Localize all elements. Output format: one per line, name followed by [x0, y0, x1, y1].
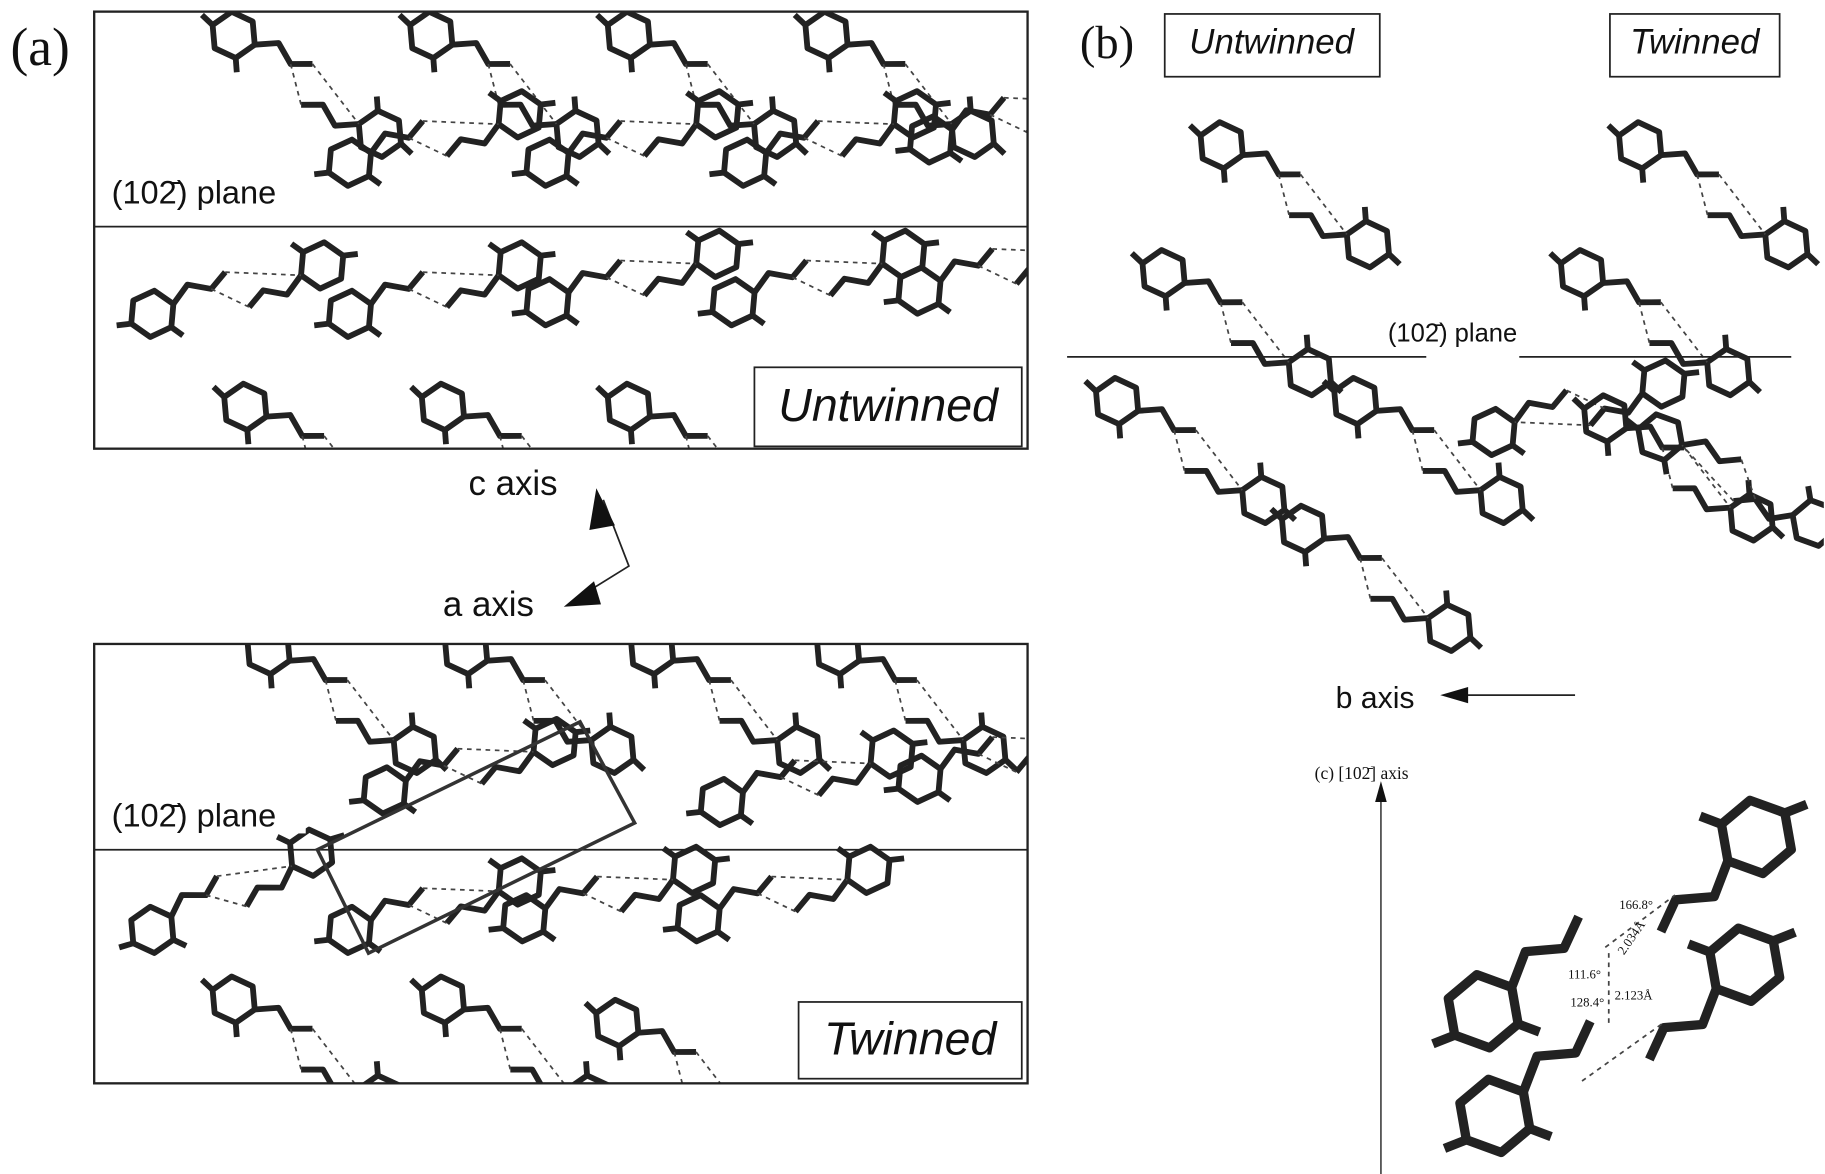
arrow-head — [589, 488, 615, 530]
arrow-head — [564, 581, 601, 607]
molecule — [1168, 111, 1422, 278]
distance-label: 2.034Å — [1615, 917, 1649, 957]
molecule — [877, 183, 1131, 350]
molecule — [505, 55, 759, 222]
arrow-head — [1375, 781, 1387, 802]
molecule — [191, 373, 445, 540]
molecule — [377, 1, 631, 168]
molecule — [772, 1, 1026, 168]
distance-label: 2.123Å — [1615, 989, 1654, 1003]
molecule — [1063, 367, 1317, 534]
molecule — [1551, 385, 1805, 552]
box-label: Untwinned — [1189, 22, 1355, 61]
molecule — [1620, 759, 1822, 948]
box-label: Twinned — [824, 1012, 998, 1064]
hydrogen-bond-detail — [1417, 759, 1823, 1174]
molecule — [180, 1, 434, 168]
axis-label: b axis — [1336, 682, 1415, 715]
molecule — [1586, 111, 1825, 278]
plane-label: (102̄) plane — [1388, 320, 1517, 348]
panel-label: (a) — [10, 17, 69, 77]
figure: (a) (102̄) plane Untwinned c axis a axis — [0, 0, 1825, 1174]
angle-label: 111.6° — [1568, 968, 1601, 982]
molecule — [680, 694, 934, 861]
molecule — [308, 206, 562, 373]
angle-label: 166.8° — [1619, 898, 1653, 912]
molecule — [1609, 887, 1811, 1076]
molecule — [343, 683, 597, 850]
angle-label: 128.4° — [1570, 996, 1604, 1010]
arrow-head — [1440, 687, 1468, 703]
molecule — [389, 966, 643, 1133]
molecule — [110, 206, 364, 373]
molecule — [308, 55, 562, 222]
projection-structure — [1063, 111, 1825, 661]
molecule — [1249, 495, 1503, 662]
molecule — [691, 195, 945, 362]
plane-label: (102̄) plane — [112, 797, 277, 833]
box-label: Untwinned — [778, 379, 1000, 431]
molecule — [575, 1, 829, 168]
molecule — [563, 989, 817, 1156]
panel-label: (b) — [1080, 18, 1134, 69]
molecule — [215, 617, 469, 784]
axis-label: c axis — [468, 464, 557, 503]
plane-label: (102̄) plane — [112, 174, 277, 210]
untwinned-structure — [110, 1, 1143, 540]
molecule — [505, 195, 759, 362]
molecule — [1609, 406, 1825, 555]
molecule — [1528, 239, 1782, 406]
box-label: Twinned — [1630, 22, 1761, 61]
panel-label: (c) [102̄] axis — [1315, 763, 1409, 783]
molecule — [180, 966, 434, 1133]
axis-label: a axis — [443, 585, 534, 624]
molecule — [703, 55, 957, 222]
